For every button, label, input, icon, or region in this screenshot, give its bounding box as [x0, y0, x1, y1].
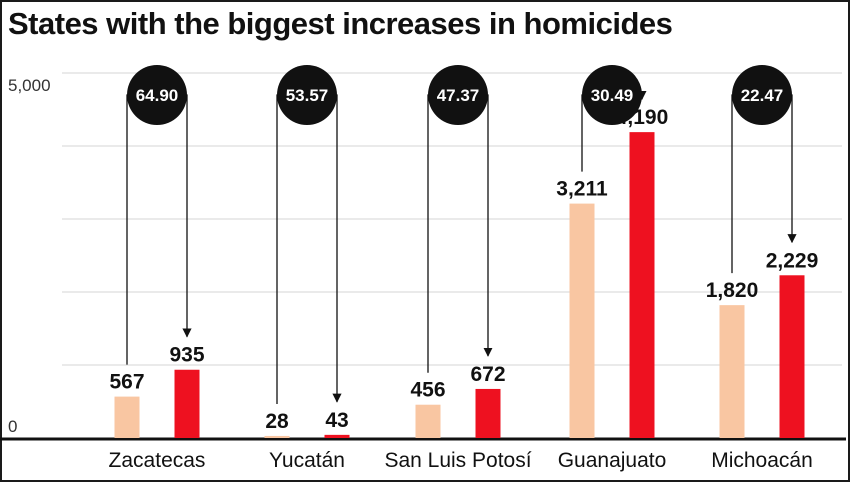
- bar-before: [569, 203, 595, 438]
- bar-after: [779, 275, 805, 438]
- category-label: San Luis Potosí: [384, 449, 531, 472]
- data-label-after: 672: [470, 363, 505, 386]
- increase-badge: [277, 65, 337, 125]
- data-label-before: 567: [109, 371, 144, 394]
- y-tick-label: 0: [8, 417, 17, 436]
- increase-label: 47.37: [437, 86, 480, 105]
- connector-line: [427, 94, 434, 373]
- bar-after: [324, 434, 350, 438]
- category-label: Guanajuato: [558, 449, 667, 472]
- bar-after: [174, 369, 200, 438]
- increase-label: 64.90: [136, 86, 179, 105]
- data-label-before: 3,211: [556, 178, 608, 201]
- connector-arrow: [181, 94, 192, 338]
- increase-badge: [428, 65, 488, 125]
- chart-title: States with the biggest increases in hom…: [8, 6, 673, 41]
- connector-line: [731, 94, 738, 274]
- data-label-before: 28: [265, 410, 289, 433]
- connector-arrow: [482, 94, 493, 357]
- data-label-after: 43: [325, 409, 348, 432]
- increase-badge: [732, 65, 792, 125]
- connector-line: [126, 94, 133, 365]
- data-label-after: 935: [169, 344, 204, 367]
- category-label: Zacatecas: [109, 449, 206, 472]
- connector-arrow: [331, 94, 342, 403]
- increase-badge: [582, 65, 642, 125]
- category-label: Yucatán: [269, 449, 345, 472]
- bar-before: [264, 435, 290, 438]
- connector-line: [276, 94, 283, 404]
- data-label-before: 456: [410, 379, 445, 402]
- bar-before: [719, 305, 745, 438]
- data-label-before: 1,820: [706, 279, 759, 302]
- increase-label: 22.47: [741, 86, 784, 105]
- data-label-after: 2,229: [766, 249, 819, 272]
- bar-before: [415, 404, 441, 438]
- y-tick-label: 5,000: [8, 76, 51, 95]
- bar-after: [475, 388, 501, 438]
- increase-badge: [127, 65, 187, 125]
- bar-after: [629, 132, 655, 438]
- increase-label: 30.49: [591, 86, 634, 105]
- bar-before: [114, 396, 140, 438]
- category-label: Michoacán: [711, 449, 813, 472]
- increase-label: 53.57: [286, 86, 329, 105]
- connector-arrow: [786, 94, 797, 244]
